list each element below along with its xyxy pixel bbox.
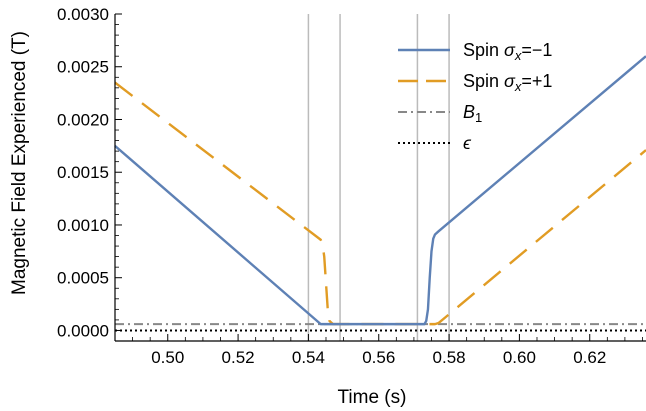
legend: Spin σx=−1 Spin σx=+1 B1 ϵ [398,40,552,153]
y-tick-label: 0.0000 [57,321,109,340]
x-tick-label: 0.60 [503,348,536,367]
y-tick-label: 0.0005 [57,269,109,288]
x-tick-label: 0.58 [433,348,466,367]
legend-label-2: Spin σx=+1 [463,71,552,94]
axes [114,14,646,342]
legend-label-4: ϵ [463,133,472,153]
series-line-2 [114,81,646,326]
y-axis-title: Magnetic Field Experienced (T) [9,31,30,295]
vertical-reference-lines [307,14,450,341]
series-group [114,55,646,332]
y-tick-label: 0.0025 [57,58,109,77]
x-ticks: 0.50 0.52 0.54 0.56 0.58 0.60 0.62 [132,334,643,367]
y-tick-label: 0.0015 [57,163,109,182]
series-line-1 [114,55,646,326]
y-tick-label: 0.0010 [57,216,109,235]
y-ticks: 0.0000 0.0005 0.0010 0.0015 0.0020 0.0025 0.00… [57,5,122,340]
x-tick-label: 0.54 [292,348,325,367]
legend-label-3: B1 [463,102,482,125]
x-tick-label: 0.56 [362,348,395,367]
y-tick-label: 0.0030 [57,5,109,24]
x-axis-title: Time (s) [338,387,407,408]
x-tick-label: 0.62 [573,348,606,367]
legend-label-1: Spin σx=−1 [463,40,552,63]
x-tick-label: 0.52 [222,348,255,367]
x-tick-label: 0.50 [151,348,184,367]
y-tick-label: 0.0020 [57,110,109,129]
